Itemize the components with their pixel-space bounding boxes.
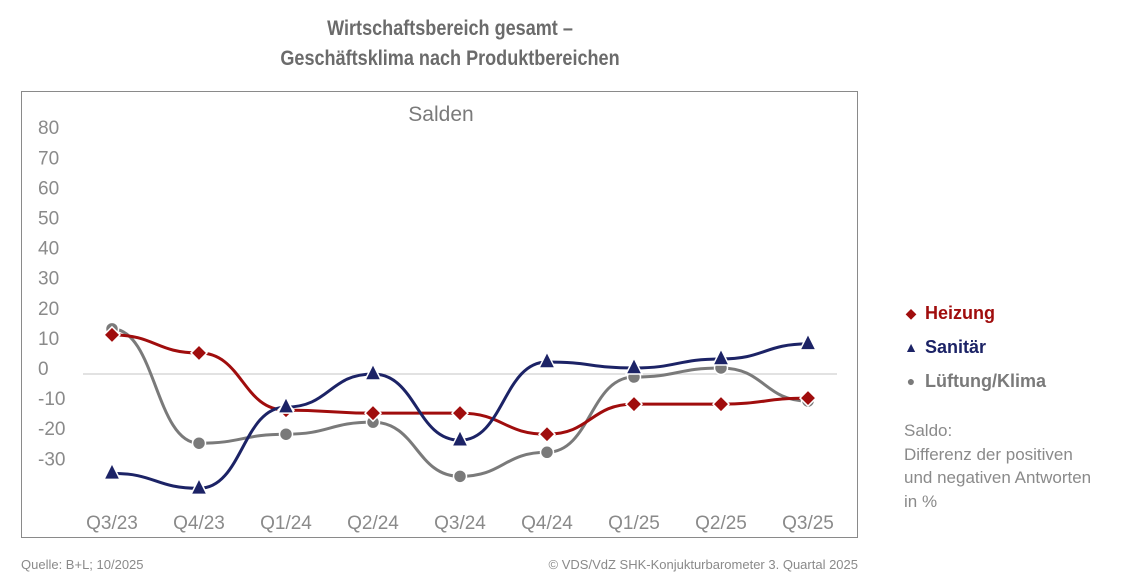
line-chart: Salden 80 70 60 50 40 30 20 10 0 -10 -20 -30 Q3/23 Q4/… [38, 103, 837, 534]
y-tick-label: 0 [38, 359, 49, 380]
x-tick-label: Q1/25 [608, 513, 660, 534]
x-tick-label: Q3/23 [86, 513, 138, 534]
data-point-triangle [450, 428, 470, 447]
x-tick-label: Q3/24 [434, 513, 486, 534]
data-point-diamond [711, 395, 731, 414]
chart-subtitle: Salden [408, 103, 473, 126]
note-line: in % [904, 491, 938, 511]
chart-frame: Salden 80 70 60 50 40 30 20 10 0 -10 -20 -30 Q3/23 Q4/… [21, 91, 858, 538]
source-note: Quelle: B+L; 10/2025 [21, 557, 144, 572]
data-point-triangle [711, 347, 731, 366]
data-point-diamond [798, 389, 818, 408]
data-point-circle [539, 445, 555, 460]
y-tick-label: 30 [38, 269, 59, 290]
x-tick-label: Q2/25 [695, 513, 747, 534]
y-tick-label: -20 [38, 419, 65, 440]
chart-title-line1: Wirtschaftsbereich gesamt – [327, 17, 573, 40]
diamond-icon: ◆ [905, 304, 917, 321]
legend-item-heizung: ◆ Heizung [903, 296, 1046, 330]
note-line: Saldo: [904, 421, 953, 440]
data-point-triangle [276, 395, 296, 414]
series-line-sanitr [111, 342, 809, 490]
y-tick-label: -30 [38, 449, 65, 470]
data-point-diamond [363, 404, 383, 423]
y-tick-label: 60 [38, 178, 59, 199]
legend-label: Heizung [925, 302, 995, 323]
data-point-circle [191, 435, 207, 451]
data-point-triangle [102, 461, 122, 481]
legend-label: Lüftung/Klima [925, 370, 1046, 391]
data-point-circle [278, 426, 294, 442]
data-point-circle [452, 469, 468, 484]
triangle-icon: ▲ [904, 339, 918, 355]
series-line-lftungklima [111, 327, 809, 478]
y-tick-label: 70 [38, 148, 59, 169]
y-tick-label: -10 [38, 389, 65, 410]
legend: ◆ Heizung ▲ Sanitär ● Lüftung/Klima [903, 296, 1046, 398]
data-point-diamond [189, 343, 209, 362]
note-line: und negativen Antworten [904, 468, 1092, 487]
chart-title-line2: Geschäftsklima nach Produktbereichen [280, 47, 620, 70]
data-point-triangle [189, 476, 209, 496]
data-point-triangle [624, 356, 644, 375]
legend-item-sanitaer: ▲ Sanitär [903, 330, 1046, 364]
legend-item-lueftung-klima: ● Lüftung/Klima [903, 364, 1046, 398]
x-tick-label: Q1/24 [260, 513, 312, 534]
data-point-triangle [798, 332, 818, 351]
y-tick-label: 50 [38, 209, 59, 230]
copyright-note: © VDS/VdZ SHK-Konjukturbarometer 3. Quar… [548, 557, 858, 572]
data-point-diamond [537, 425, 557, 444]
circle-icon: ● [906, 373, 916, 389]
y-tick-label: 10 [38, 329, 59, 350]
note-line: Differenz der positiven [904, 444, 1073, 464]
data-point-diamond [624, 395, 644, 414]
x-tick-label: Q2/24 [347, 513, 399, 534]
data-point-triangle [363, 362, 383, 381]
x-tick-label: Q4/23 [173, 513, 225, 534]
data-point-diamond [102, 325, 122, 344]
legend-label: Sanitär [925, 336, 987, 357]
y-tick-label: 80 [38, 118, 59, 139]
y-tick-label: 40 [38, 239, 59, 260]
saldo-note: Saldo: Differenz der positiven und negat… [904, 419, 1091, 513]
y-tick-label: 20 [38, 299, 59, 320]
chart-title: Wirtschaftsbereich gesamt – Geschäftskli… [235, 14, 665, 74]
x-tick-label: Q3/25 [782, 513, 834, 534]
data-point-diamond [450, 404, 470, 423]
x-tick-label: Q4/24 [521, 513, 573, 534]
data-point-triangle [537, 350, 557, 369]
